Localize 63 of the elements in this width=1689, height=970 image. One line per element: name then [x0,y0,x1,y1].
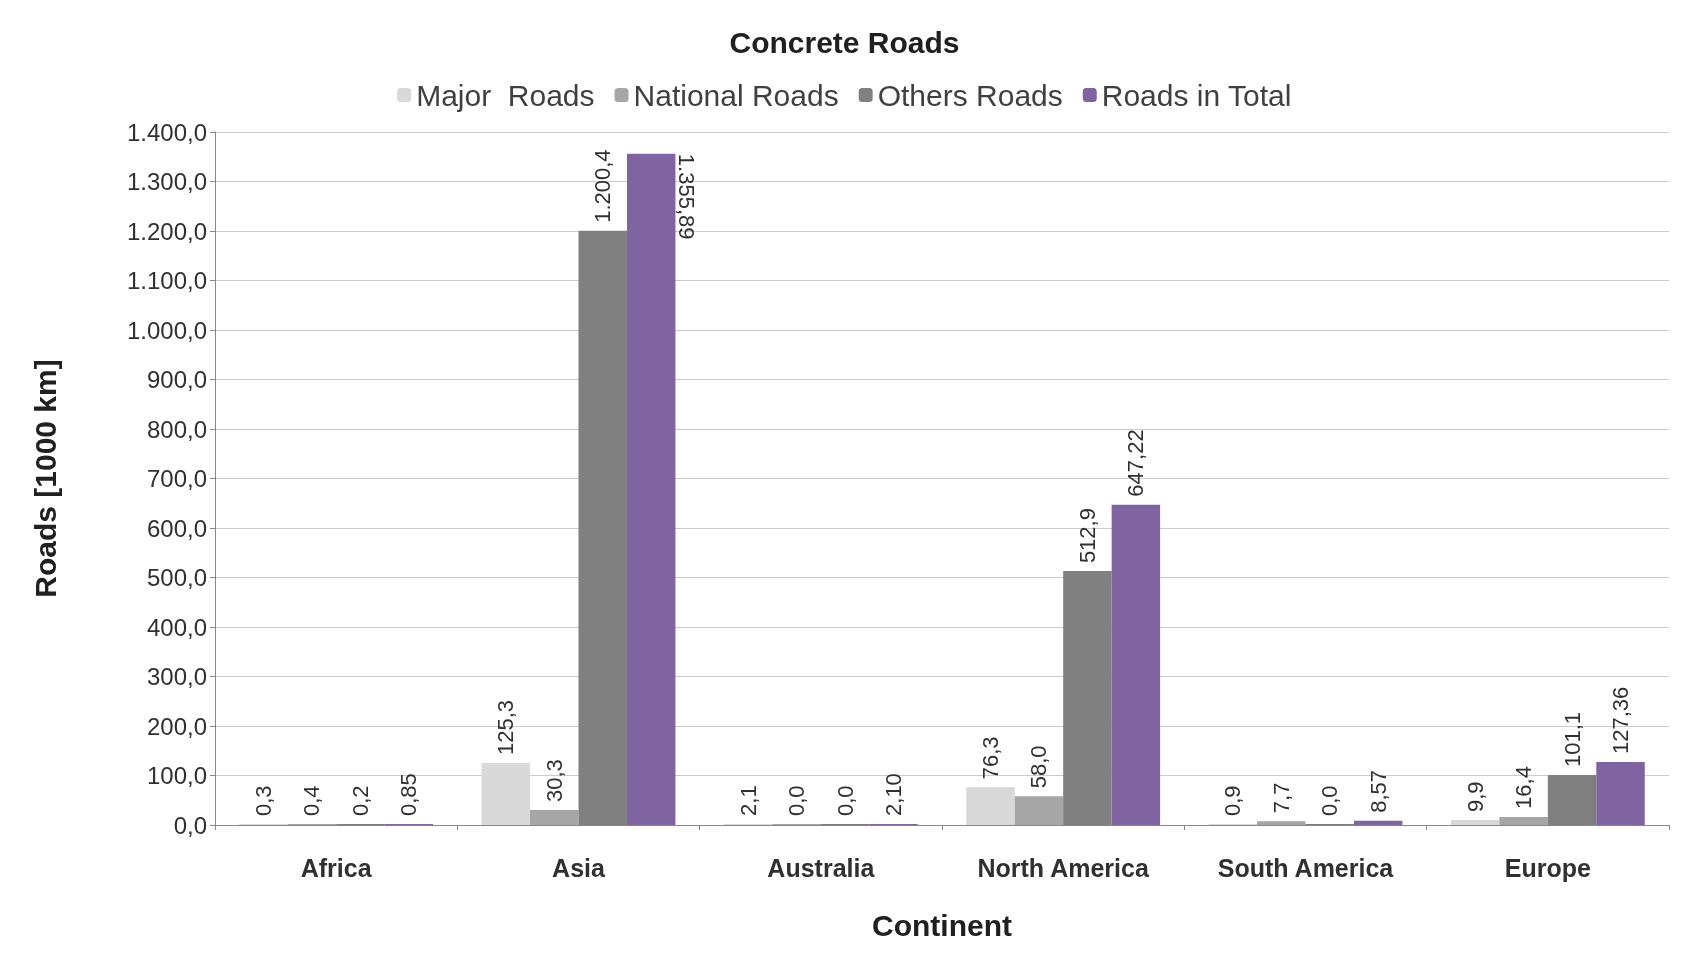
y-tick-label: 300,0 [146,663,207,690]
x-tick-label: Europe [1504,853,1591,882]
data-label: 125,3 [493,699,519,755]
data-label: 512,9 [1074,508,1100,564]
bar [1111,504,1161,825]
data-label: 0,4 [299,785,325,816]
y-tick-label: 600,0 [146,514,207,542]
legend-label: Major Roads [416,78,595,112]
x-axis-title: Continent [872,908,1012,942]
x-tick-label: South America [1217,853,1395,882]
data-label: 0,0 [784,785,810,816]
data-label: 2,1 [735,785,761,816]
y-tick-label: 1.400,0 [126,118,207,146]
bar [1450,820,1500,825]
y-tick-label: 700,0 [146,465,207,492]
data-label: 7,7 [1268,782,1294,814]
bar [1596,761,1645,825]
data-label: 0,9 [1220,785,1246,816]
data-label: 0,0 [832,785,858,816]
data-label: 0,3 [250,785,276,816]
y-tick-label: 1.100,0 [126,267,207,294]
data-label: 101,1 [1559,711,1585,767]
y-tick-label: 1.300,0 [126,168,207,195]
data-label: 9,9 [1462,781,1488,813]
y-tick-label: 1.000,0 [126,316,207,344]
data-label: 0,85 [396,773,422,816]
bar [1499,816,1548,825]
data-label: 127,36 [1608,686,1634,754]
bar [966,787,1015,825]
y-tick-label: 400,0 [146,613,207,641]
y-tick-label: 1.200,0 [126,217,207,245]
y-tick-label: 500,0 [146,564,207,591]
data-label: 1.355,89 [673,153,699,240]
data-label: 0,2 [347,785,373,816]
bar [626,153,676,825]
legend-label: National Roads [633,78,839,112]
x-tick-label: Asia [552,853,606,882]
data-label: 647,22 [1123,429,1149,497]
legend-label: Roads in Total [1101,78,1292,112]
data-label: 30,3 [541,759,567,802]
y-tick-label: 800,0 [146,415,207,443]
bar [530,810,579,825]
data-label: 76,3 [977,736,1003,780]
data-label: 0,0 [1317,785,1343,816]
y-tick-label: 100,0 [146,762,207,789]
x-tick-label: North America [977,853,1150,882]
y-tick-label: 0,0 [173,811,207,839]
legend-label: Others Roads [877,78,1063,112]
x-tick-label: Africa [300,853,373,882]
data-label: 2,10 [881,773,907,816]
data-label: 8,57 [1365,769,1391,813]
chart-title: Concrete Roads [729,25,960,59]
bar [1257,821,1306,825]
bar [1353,820,1403,825]
bar [481,762,531,825]
y-axis-title: Roads [1000 km] [28,359,62,598]
data-label: 16,4 [1511,766,1537,809]
y-tick-label: 200,0 [146,712,207,740]
x-tick-label: Australia [767,853,876,882]
data-label: 58,0 [1026,745,1052,789]
data-label: 1.200,4 [590,149,616,223]
y-tick-label: 900,0 [146,366,207,393]
bar [1014,796,1064,825]
